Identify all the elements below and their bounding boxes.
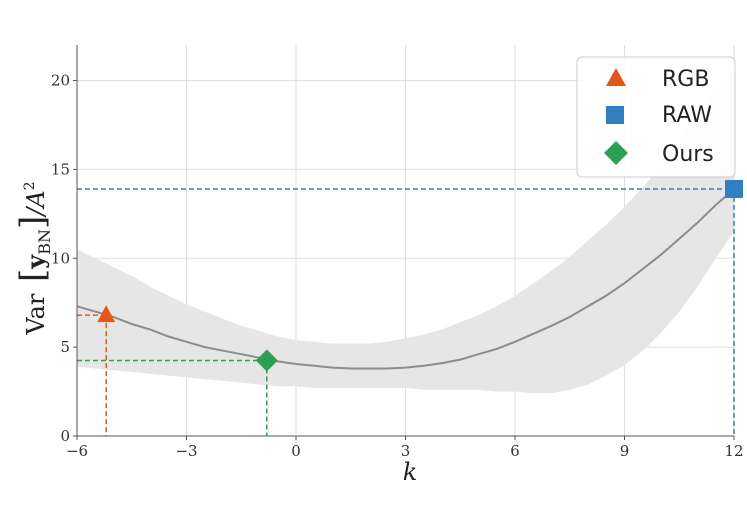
legend-label-ours: Ours [662, 142, 714, 167]
y-label-prefix: Var [22, 293, 50, 335]
y-tick-label: 20 [51, 72, 70, 90]
legend-entry-raw: RAW [606, 103, 712, 128]
x-tick-label: −6 [66, 442, 88, 460]
y-tick-label: 0 [60, 427, 70, 445]
x-tick-label: 3 [401, 442, 411, 460]
y-label-power: 2 [22, 181, 38, 190]
marker-ours [255, 349, 278, 372]
x-tick-label: 6 [510, 442, 520, 460]
legend-label-rgb: RGB [662, 67, 709, 92]
legend-square-icon [606, 106, 624, 124]
y-tick-label: 5 [60, 338, 70, 356]
y-axis-label: Var [yBN]/A2 [13, 181, 54, 335]
variance-band [77, 66, 734, 394]
y-label-close-bracket: ] [13, 216, 53, 229]
y-ticks: 0 5 10 15 20 [51, 72, 77, 445]
marker-raw [725, 179, 743, 198]
legend-label-raw: RAW [662, 103, 712, 128]
y-label-open-bracket: [ [13, 269, 53, 282]
marker-rgb [97, 305, 116, 323]
series-markers [97, 179, 743, 372]
y-label-symbol: y [21, 254, 50, 270]
legend: RGB RAW Ours [576, 56, 736, 178]
legend-triangle-icon [606, 68, 626, 86]
y-label-subscript: BN [35, 229, 54, 255]
legend-entry-rgb: RGB [606, 67, 709, 92]
legend-diamond-icon [604, 141, 628, 165]
x-tick-label: 0 [291, 442, 301, 460]
legend-entry-ours: Ours [604, 141, 714, 167]
y-tick-label: 15 [51, 160, 70, 178]
mean-curve [76, 188, 735, 370]
x-tick-label: −3 [175, 442, 197, 460]
svg-text:Var [yBN]/A2: Var [yBN]/A2 [13, 181, 54, 335]
y-tick-label: 10 [51, 249, 70, 267]
x-tick-label: 12 [724, 442, 743, 460]
y-label-divider: /A [22, 190, 50, 217]
x-tick-label: 9 [620, 442, 630, 460]
x-ticks: −6 −3 0 3 6 9 12 [66, 436, 744, 460]
x-axis-label: k [403, 458, 418, 486]
